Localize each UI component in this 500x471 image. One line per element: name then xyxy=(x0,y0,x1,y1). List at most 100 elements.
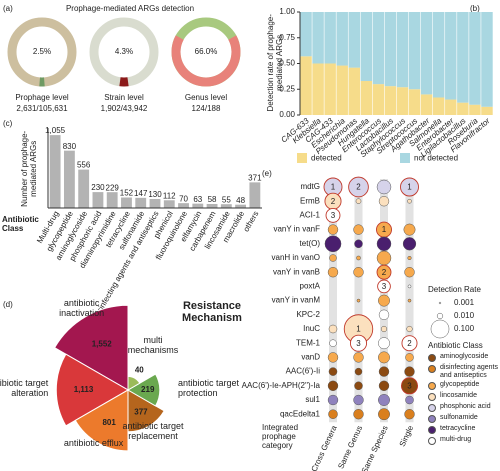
rose-sector xyxy=(53,304,129,391)
dot xyxy=(404,366,415,377)
bar-segment xyxy=(336,65,348,115)
row-label: InuC xyxy=(303,324,320,333)
bar-segment xyxy=(384,86,397,115)
rank-label: 1 xyxy=(331,183,336,192)
bar xyxy=(163,200,175,208)
row-label: qacEdelta1 xyxy=(280,409,321,418)
rank-label: 1 xyxy=(356,325,361,334)
value-label: 219 xyxy=(141,385,155,394)
legend-label: 0.100 xyxy=(454,324,475,333)
bar-segment xyxy=(445,12,457,100)
value-label: 40 xyxy=(135,366,144,375)
rank-label: 3 xyxy=(382,282,387,291)
row-label: ACI-1 xyxy=(300,211,321,220)
dot xyxy=(327,352,339,363)
y-tick-label: 0.25 xyxy=(279,84,295,93)
bar-segment xyxy=(360,12,373,82)
rank-label: 2 xyxy=(331,197,336,206)
legend-item: multi-drug xyxy=(428,436,500,446)
bar-segment xyxy=(469,12,481,105)
dot xyxy=(325,207,341,223)
dot xyxy=(407,198,412,204)
rank-label: 2 xyxy=(382,268,387,277)
dot xyxy=(348,176,369,198)
value-label: 66.0% xyxy=(195,47,218,56)
row-label: poxtA xyxy=(300,282,321,291)
bar xyxy=(192,203,204,208)
value-label: 371 xyxy=(248,173,262,182)
bar-segment xyxy=(300,12,312,57)
value-label: 152 xyxy=(120,189,134,198)
panel-label: (d) xyxy=(3,300,13,309)
bar xyxy=(220,204,232,208)
dot xyxy=(327,224,339,235)
dot xyxy=(353,394,364,406)
value-label: 58 xyxy=(208,195,217,204)
bar xyxy=(206,203,218,208)
legend-item: lincosamide xyxy=(428,392,500,402)
legend-swatch xyxy=(428,382,436,391)
legend-label: 0.001 xyxy=(454,298,475,307)
bar-segment xyxy=(432,97,445,115)
legend-label: glycopeptide xyxy=(440,381,480,389)
value-label: 130 xyxy=(148,190,162,199)
rank-label: 3 xyxy=(407,381,412,390)
dot xyxy=(407,255,412,261)
category-label: antibiotic target replacement xyxy=(122,421,184,442)
category-label: multi mechanisms xyxy=(127,334,179,355)
category-label: Strain level xyxy=(104,93,144,102)
row-label: ErmB xyxy=(300,196,320,205)
y-tick-label: 0.00 xyxy=(279,110,295,119)
dot xyxy=(377,279,391,294)
bar-segment xyxy=(384,12,397,87)
legend-size xyxy=(436,312,444,320)
dot xyxy=(406,325,413,333)
dot xyxy=(376,179,392,195)
rank-label: 2 xyxy=(356,183,361,192)
rank-label: 1 xyxy=(407,183,412,192)
category-label: antibiotic target protection xyxy=(178,378,240,398)
legend: aminoglycoside disinfecting agents and an… xyxy=(428,353,500,447)
legend-swatch xyxy=(428,426,436,435)
dot xyxy=(354,381,363,391)
legend-item: disinfecting agents and antiseptics xyxy=(428,364,500,379)
dot xyxy=(328,367,338,376)
row-label: KPC-2 xyxy=(296,310,320,319)
dot xyxy=(356,298,361,303)
value-label: 2.5% xyxy=(33,47,51,56)
category-label: antibiotic efflux xyxy=(63,437,124,448)
row-label: AAC(6')-Ie-APH(2'')-Ia xyxy=(242,381,321,390)
value-label: 830 xyxy=(63,142,77,151)
dot xyxy=(354,239,363,249)
bar xyxy=(249,182,261,208)
legend-label: 0.010 xyxy=(454,311,475,320)
legend-swatch xyxy=(428,404,436,413)
value-label: 377 xyxy=(134,408,148,417)
dot xyxy=(354,367,363,376)
dot xyxy=(328,324,338,334)
bar-segment xyxy=(324,63,336,115)
dot xyxy=(401,335,418,352)
bar xyxy=(149,199,161,208)
dot xyxy=(400,177,419,197)
legend-label: tetracycline xyxy=(440,425,476,433)
rank-label: 3 xyxy=(331,211,336,220)
dot xyxy=(328,409,338,419)
legend-swatch xyxy=(428,354,436,362)
dot xyxy=(405,395,414,405)
dot xyxy=(403,223,416,236)
bar xyxy=(135,197,147,208)
bar-segment xyxy=(457,12,469,103)
row-label: vanY in vanF xyxy=(273,225,320,234)
dot xyxy=(356,255,361,261)
rank-label: 3 xyxy=(356,339,361,348)
value-label: 229 xyxy=(106,183,120,192)
bar-segment xyxy=(408,89,421,115)
y-axis-label: Detection rate of prophage-mediated ARGs xyxy=(266,13,284,111)
dot xyxy=(327,394,339,406)
x-axis-label: Integrated prophage category xyxy=(262,423,299,450)
count-label: 124/188 xyxy=(192,104,221,113)
bar-segment xyxy=(336,12,348,66)
dot xyxy=(378,309,390,320)
